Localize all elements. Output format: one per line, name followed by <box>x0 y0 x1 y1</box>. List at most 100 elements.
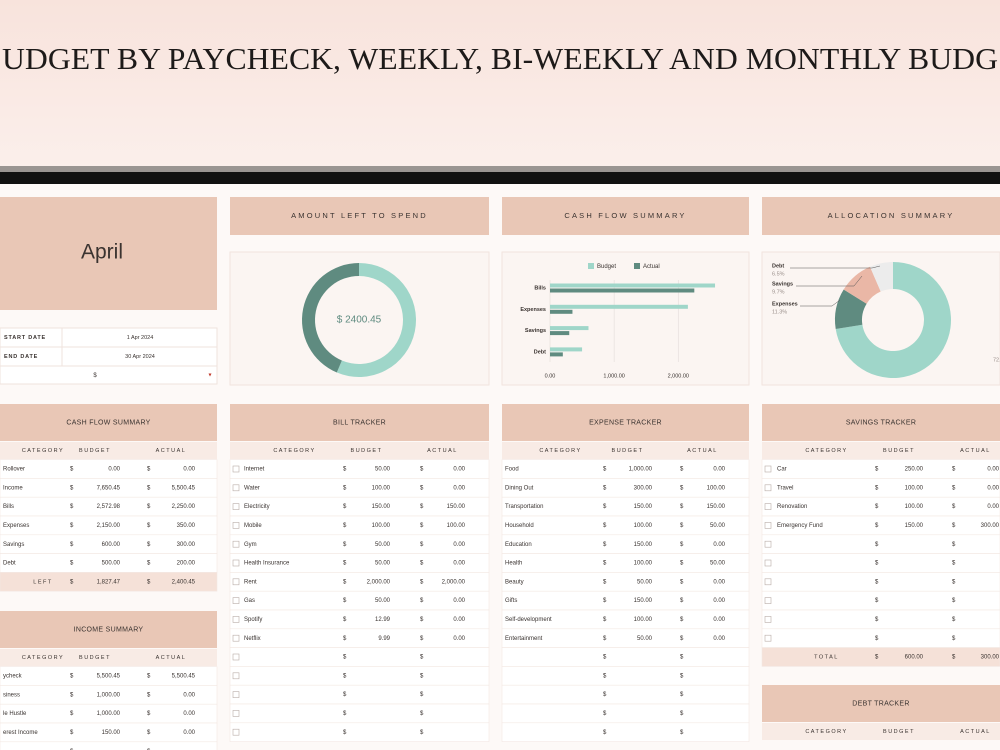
currency: $ <box>603 617 607 623</box>
checkbox[interactable] <box>764 597 772 604</box>
table-title: CASH FLOW SUMMARY <box>66 419 150 426</box>
row-category: Renovation <box>777 504 807 510</box>
currency: $ <box>147 542 151 548</box>
row-actual: 5,500.45 <box>172 485 196 491</box>
checkbox[interactable] <box>232 503 240 510</box>
currency: $ <box>603 467 607 473</box>
currency: $ <box>343 579 347 585</box>
chart-card <box>501 251 750 386</box>
row-category: Gym <box>244 542 257 548</box>
checkbox[interactable] <box>764 503 772 510</box>
row-category: siness <box>3 692 20 698</box>
row-category: Rollover <box>3 467 25 473</box>
row-actual: 0.00 <box>453 598 465 604</box>
table-header <box>0 611 217 648</box>
checkbox[interactable] <box>764 540 772 548</box>
checkbox[interactable] <box>764 465 772 473</box>
row-category: Self-development <box>505 617 552 623</box>
checkbox[interactable] <box>764 578 772 586</box>
column-header: BUDGET <box>351 448 383 454</box>
row-actual: 100.00 <box>707 485 726 491</box>
table-row <box>501 703 750 724</box>
checkbox[interactable] <box>764 634 772 642</box>
bar <box>550 331 570 336</box>
row-actual: 100.00 <box>447 523 466 529</box>
currency: $ <box>420 485 424 491</box>
total-budget: 1,827.47 <box>97 579 121 585</box>
currency: $ <box>70 711 74 717</box>
row-category: Food <box>505 467 519 473</box>
currency: $ <box>420 636 424 642</box>
table-row <box>761 534 1000 554</box>
row-actual: 0.00 <box>713 579 725 585</box>
currency: $ <box>603 523 607 529</box>
checkbox[interactable] <box>232 522 240 529</box>
currency: $ <box>952 523 956 529</box>
table-row <box>501 572 750 592</box>
checkbox[interactable] <box>764 484 772 492</box>
row-actual: 50.00 <box>710 523 726 529</box>
checkbox[interactable] <box>232 578 240 586</box>
checkbox[interactable] <box>232 597 240 604</box>
checkbox[interactable] <box>232 691 240 698</box>
column-header: CATEGORY <box>539 448 581 454</box>
currency: $ <box>952 467 956 473</box>
table-row <box>229 478 490 498</box>
column-header-row <box>762 442 1000 459</box>
row-budget: 1,000.00 <box>629 467 653 473</box>
y-tick-label: Expenses <box>520 307 546 313</box>
row-budget: 1,000.00 <box>97 692 121 698</box>
row-budget: 150.00 <box>905 523 924 529</box>
currency: $ <box>343 730 347 736</box>
column-header: BUDGET <box>79 655 111 661</box>
column-header-row <box>762 723 1000 740</box>
checkbox[interactable] <box>232 484 240 492</box>
table-row <box>229 684 490 705</box>
table-header <box>762 685 1000 722</box>
checkbox[interactable] <box>232 465 240 473</box>
header-band <box>0 0 1000 168</box>
row-actual: 0.00 <box>453 542 465 548</box>
currency: $ <box>680 561 684 567</box>
checkbox[interactable] <box>232 616 240 623</box>
checkbox[interactable] <box>232 540 240 548</box>
table-row <box>501 534 750 554</box>
currency: $ <box>343 542 347 548</box>
checkbox[interactable] <box>232 653 240 661</box>
checkbox[interactable] <box>764 559 772 567</box>
checkbox[interactable] <box>764 616 772 623</box>
currency: $ <box>875 598 879 604</box>
currency: $ <box>875 542 879 548</box>
column-header: BUDGET <box>883 729 915 735</box>
total-actual: 2,400.45 <box>172 579 196 585</box>
checkbox[interactable] <box>232 728 240 736</box>
column-header-row <box>502 442 749 459</box>
currency: $ <box>952 636 956 642</box>
row-actual: 0.00 <box>453 636 465 642</box>
row-category: Health Insurance <box>244 561 290 567</box>
table-row <box>229 534 490 554</box>
date-label: END DATE <box>4 354 38 360</box>
checkbox[interactable] <box>232 710 240 717</box>
row-category: Emergency Fund <box>777 523 823 529</box>
checkbox[interactable] <box>232 672 240 680</box>
checkbox[interactable] <box>764 522 772 529</box>
currency: $ <box>147 730 151 736</box>
date-value: 1 Apr 2024 <box>127 335 154 341</box>
dropdown-caret[interactable]: ▾ <box>208 373 211 379</box>
checkbox[interactable] <box>232 559 240 567</box>
currency: $ <box>680 636 684 642</box>
currency: $ <box>952 655 956 661</box>
currency: $ <box>343 467 347 473</box>
row-actual: 2,250.00 <box>172 504 196 510</box>
total-budget: 600.00 <box>905 655 924 661</box>
date-label: START DATE <box>4 335 46 341</box>
row-category: Mobile <box>244 523 262 529</box>
row-budget: 50.00 <box>375 561 391 567</box>
row-budget: 500.00 <box>102 561 121 567</box>
bar <box>550 352 563 357</box>
slice-value: 11.3% <box>772 309 787 315</box>
currency: $ <box>70 523 74 529</box>
checkbox[interactable] <box>232 634 240 642</box>
